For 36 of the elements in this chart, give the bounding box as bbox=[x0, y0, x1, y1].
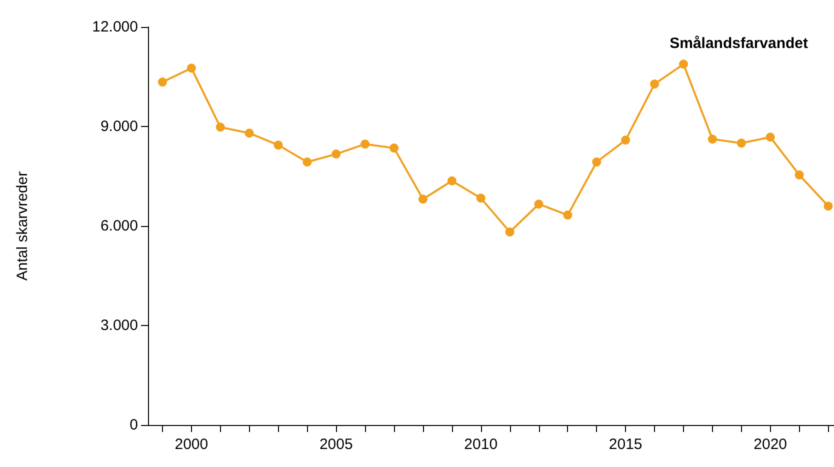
y-tick-label: 0 bbox=[130, 416, 138, 434]
point bbox=[534, 200, 544, 209]
y-tick-label: 6.000 bbox=[100, 218, 138, 234]
y-axis-title: Antal skarvreder bbox=[14, 171, 31, 281]
y-tick-label: 3.000 bbox=[100, 317, 138, 334]
point bbox=[621, 136, 630, 145]
point bbox=[360, 140, 370, 149]
point bbox=[447, 176, 456, 186]
x-tick-label: 2000 bbox=[174, 436, 208, 453]
point bbox=[592, 157, 602, 166]
point bbox=[244, 128, 254, 138]
y-tick-label: 12.000 bbox=[92, 18, 138, 36]
point bbox=[186, 64, 196, 73]
point bbox=[158, 78, 167, 87]
point bbox=[505, 227, 514, 236]
point bbox=[794, 170, 804, 180]
point bbox=[332, 150, 341, 159]
point bbox=[274, 140, 283, 150]
point bbox=[302, 157, 312, 166]
point bbox=[650, 80, 660, 89]
point bbox=[824, 202, 833, 211]
point bbox=[390, 144, 399, 153]
point bbox=[736, 138, 746, 148]
point bbox=[418, 194, 428, 204]
x-tick-label: 2010 bbox=[464, 436, 498, 453]
point bbox=[708, 134, 717, 144]
x-tick-label: 2020 bbox=[754, 436, 788, 453]
x-tick-label: 2005 bbox=[319, 436, 353, 453]
point bbox=[563, 210, 572, 220]
x-tick-label: 2015 bbox=[608, 436, 642, 453]
point bbox=[766, 132, 775, 142]
point bbox=[476, 194, 486, 203]
point bbox=[678, 60, 688, 69]
series-label: Smålandsfarvandet bbox=[670, 35, 808, 52]
y-tick-label: 9.000 bbox=[100, 118, 138, 135]
point bbox=[216, 122, 225, 132]
